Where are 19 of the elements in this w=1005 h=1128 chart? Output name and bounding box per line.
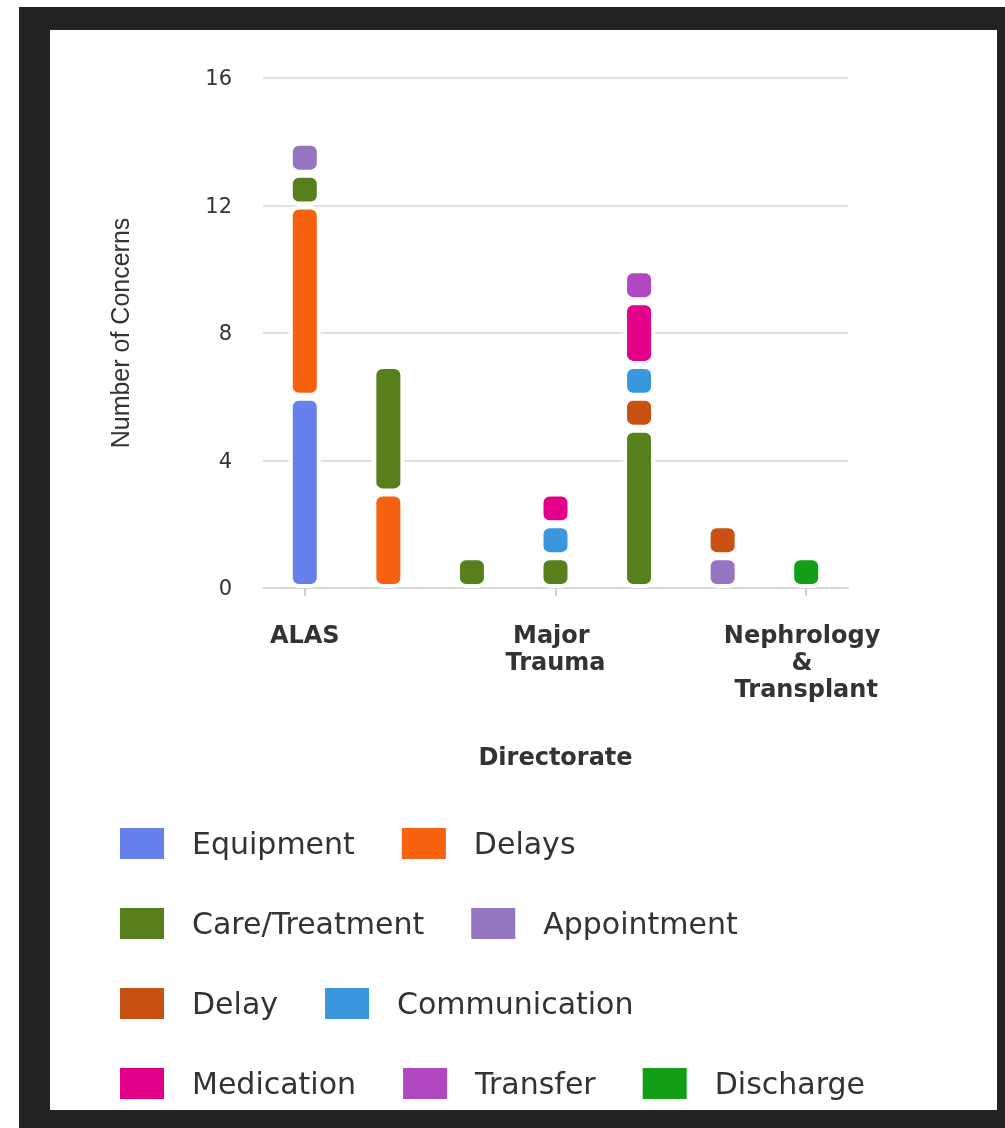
x-axis-title: Directorate [478, 743, 633, 771]
x-tick-label: Nephrology & Transplant [723, 620, 889, 703]
y-tick-label: 12 [205, 193, 232, 218]
legend-label: Equipment [192, 826, 356, 861]
legend-label: Discharge [714, 1066, 865, 1101]
y-tick-label: 16 [205, 66, 232, 90]
y-tick-label: 8 [218, 321, 232, 345]
y-tick-label: 0 [218, 576, 232, 600]
x-tick-label: ALAS [269, 620, 340, 649]
legend-label: Transfer [474, 1066, 597, 1101]
legend-label: Medication [192, 1066, 357, 1101]
legend-label: Communication [397, 986, 634, 1021]
x-tick-label: Major Trauma [505, 620, 606, 676]
y-axis-title: Number of Concerns [105, 217, 134, 449]
legend-label: Delay [192, 986, 279, 1021]
y-tick-label: 4 [218, 448, 232, 473]
legend-label: Delays [473, 826, 576, 861]
legend-label: Care/Treatment [192, 906, 425, 941]
legend-label: Appointment [543, 906, 738, 941]
